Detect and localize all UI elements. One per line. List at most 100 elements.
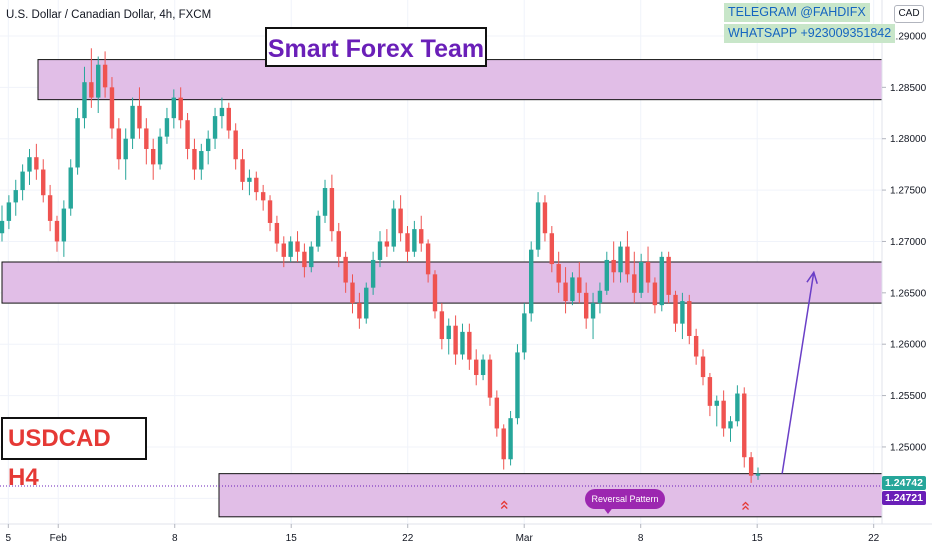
candle-body xyxy=(611,259,616,273)
candle-body xyxy=(6,202,12,221)
candle-body xyxy=(659,256,664,306)
candle-body xyxy=(309,246,314,268)
candle-body xyxy=(384,241,390,247)
candle-body xyxy=(185,120,190,149)
candle-body xyxy=(638,262,644,293)
candle-body xyxy=(398,208,403,234)
candle-body xyxy=(467,331,472,360)
annotation-marks xyxy=(500,270,818,510)
candle-body xyxy=(336,231,341,257)
candle-body xyxy=(137,105,142,129)
projection-arrow-line xyxy=(781,272,815,474)
candle-body xyxy=(364,287,369,319)
candle-body xyxy=(508,418,513,460)
candle-body xyxy=(343,256,348,283)
candle-body xyxy=(219,107,225,117)
candle-body xyxy=(632,274,637,293)
candle-body xyxy=(577,277,582,293)
candle-body xyxy=(693,335,699,357)
candle-body xyxy=(597,290,603,304)
candle-body xyxy=(721,400,726,429)
candle-body xyxy=(460,331,465,355)
candle-body xyxy=(714,400,719,406)
candle-body xyxy=(233,130,238,160)
candle-body xyxy=(707,377,713,406)
reversal-chevron xyxy=(742,505,749,510)
x-tick-label: 8 xyxy=(172,533,178,544)
candle-body xyxy=(61,208,67,242)
price-axis-background xyxy=(882,0,932,524)
reversal-chevron xyxy=(742,501,749,506)
candle-body xyxy=(515,352,520,419)
candle-body xyxy=(27,157,32,172)
candle-body xyxy=(501,428,506,460)
y-tick-label: 1.27500 xyxy=(890,186,927,197)
candle-body xyxy=(130,105,135,139)
y-tick-label: 1.29000 xyxy=(890,31,927,42)
candle-body xyxy=(68,167,73,209)
candle-body xyxy=(432,274,438,312)
candle-body xyxy=(54,220,60,242)
x-tick-label: Feb xyxy=(50,533,68,544)
candle-body xyxy=(529,249,534,314)
candle-body xyxy=(212,116,218,139)
candle-body xyxy=(522,313,527,353)
candle-body xyxy=(322,188,328,216)
currency-badge[interactable]: CAD xyxy=(894,5,924,23)
x-tick-label: 15 xyxy=(752,533,764,544)
candle-body xyxy=(755,473,761,476)
marker-price-tag: 1.24721 xyxy=(882,491,926,505)
candle-body xyxy=(412,229,417,252)
y-tick-label: 1.28000 xyxy=(890,134,927,145)
y-tick-label: 1.25000 xyxy=(890,442,927,453)
candle-body xyxy=(247,177,252,182)
candle-body xyxy=(0,220,5,234)
candle-body xyxy=(680,301,685,324)
candle-body xyxy=(144,128,149,149)
candle-body xyxy=(226,107,231,131)
candle-body xyxy=(419,229,424,244)
y-tick-label: 1.28500 xyxy=(890,83,927,94)
candle-body xyxy=(329,188,335,232)
candle-body xyxy=(604,259,609,291)
candle-body xyxy=(453,325,458,355)
candle-body xyxy=(645,262,651,283)
candle-body xyxy=(89,82,94,98)
callout-tail xyxy=(602,506,614,514)
candle-body xyxy=(542,202,548,234)
candle-body xyxy=(260,192,266,201)
candle-body xyxy=(295,241,300,252)
pair-timeframe-label: USDCAD H4 xyxy=(1,417,147,491)
candle-body xyxy=(116,128,122,160)
candle-body xyxy=(288,241,293,257)
candle-body xyxy=(728,421,733,429)
candle-body xyxy=(446,325,451,340)
candle-body xyxy=(748,457,754,476)
candle-body xyxy=(480,359,486,376)
candle-body xyxy=(171,97,177,119)
whatsapp-label: WHATSAPP +923009351842 xyxy=(724,24,896,43)
candle-body xyxy=(75,118,80,168)
candle-body xyxy=(20,171,25,191)
candle-body xyxy=(199,151,204,170)
time-axis[interactable]: 5 Feb 8 15 22 Mar 8 15 22 xyxy=(6,524,880,544)
candle-body xyxy=(267,200,273,223)
candle-body xyxy=(315,215,321,247)
y-tick-label: 1.26000 xyxy=(890,340,927,351)
candle-body xyxy=(673,294,678,324)
candle-body xyxy=(583,292,589,319)
candle-body xyxy=(192,148,197,170)
candle-body xyxy=(405,233,410,252)
candle-body xyxy=(590,303,596,319)
last-price-tag: 1.24742 xyxy=(882,476,926,490)
candle-body xyxy=(254,177,259,193)
candle-body xyxy=(625,246,630,275)
candle-body xyxy=(370,259,376,288)
candle-body xyxy=(439,311,445,340)
candle-body xyxy=(666,256,671,295)
candle-body xyxy=(687,301,692,336)
candle-body xyxy=(281,243,286,257)
candle-body xyxy=(123,138,128,160)
candle-body xyxy=(735,393,740,422)
